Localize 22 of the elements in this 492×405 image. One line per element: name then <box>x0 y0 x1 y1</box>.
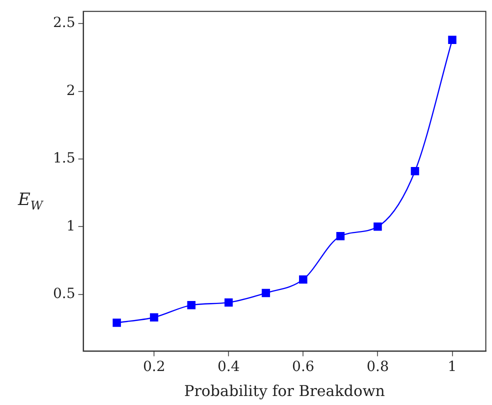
x-tick-label: 0.4 <box>217 359 240 376</box>
point <box>448 36 456 44</box>
y-tick-label: 1 <box>66 218 76 234</box>
x-tick-label: 0.2 <box>142 359 166 376</box>
y-tick-label: 2 <box>66 82 76 99</box>
y-tick-label: 0.5 <box>53 286 76 302</box>
point <box>187 301 196 310</box>
x-tick-label: 1 <box>448 359 457 376</box>
point <box>112 318 121 327</box>
point <box>262 288 270 298</box>
point <box>336 232 345 240</box>
point <box>410 167 420 176</box>
y-axis-title: E$_{W}$ <box>18 190 43 212</box>
x-axis-title: Probability for Breakdown <box>184 382 386 400</box>
point <box>224 298 233 307</box>
point <box>299 275 308 284</box>
y-tick-label: 2.5 <box>53 15 76 32</box>
x-tick-label: 0.8 <box>366 359 389 376</box>
point <box>150 313 158 322</box>
point <box>374 222 382 231</box>
y-tick-label: 1.5 <box>53 150 76 167</box>
x-tick-label: 0.6 <box>292 359 314 376</box>
